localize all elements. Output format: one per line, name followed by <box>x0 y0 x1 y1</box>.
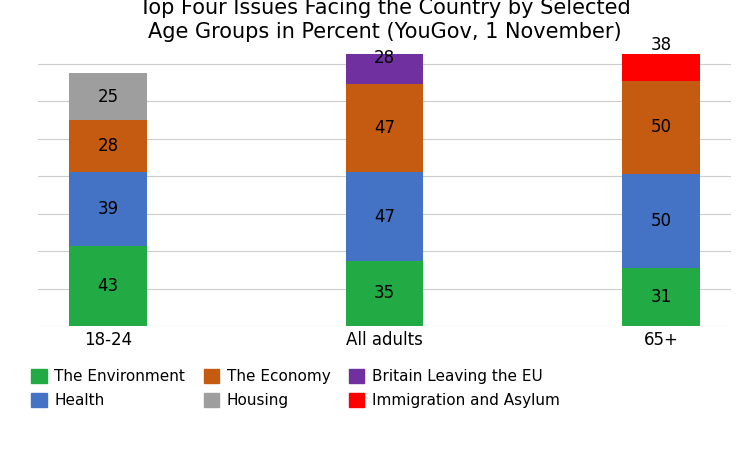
Text: 47: 47 <box>374 207 395 226</box>
Bar <box>346 260 423 326</box>
Text: 28: 28 <box>374 49 395 67</box>
Text: 28: 28 <box>97 137 118 155</box>
Text: 35: 35 <box>374 284 395 302</box>
Bar <box>69 173 147 246</box>
Text: 50: 50 <box>651 119 672 136</box>
Bar <box>622 268 700 326</box>
Title: Top Four Issues Facing the Country by Selected
Age Groups in Percent (YouGov, 1 : Top Four Issues Facing the Country by Se… <box>139 0 630 42</box>
Bar <box>622 10 700 81</box>
Bar <box>69 73 147 120</box>
Text: 50: 50 <box>651 212 672 230</box>
Bar <box>346 32 423 84</box>
Legend: The Environment, Health, The Economy, Housing, Britain Leaving the EU, Immigrati: The Environment, Health, The Economy, Ho… <box>32 369 559 409</box>
Text: 38: 38 <box>651 36 672 54</box>
Bar <box>346 173 423 260</box>
Text: 47: 47 <box>374 120 395 137</box>
Bar <box>69 120 147 173</box>
Text: 31: 31 <box>651 288 672 306</box>
Text: 39: 39 <box>97 200 118 218</box>
Text: 25: 25 <box>97 87 118 106</box>
Bar <box>69 246 147 326</box>
Bar <box>622 81 700 174</box>
Bar <box>346 84 423 173</box>
Text: 43: 43 <box>97 277 118 295</box>
Bar <box>622 174 700 268</box>
